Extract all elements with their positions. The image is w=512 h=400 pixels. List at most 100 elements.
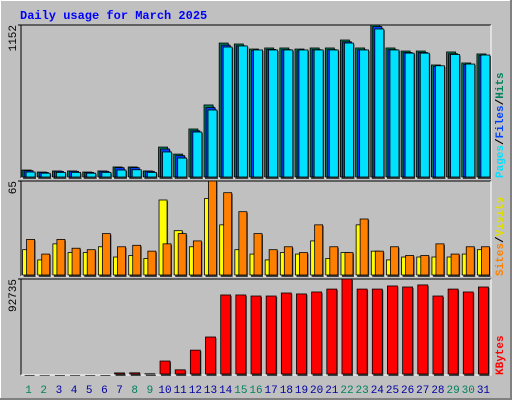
bar <box>101 172 112 178</box>
x-tick-label: 21 <box>325 385 339 397</box>
bar <box>222 46 233 178</box>
x-tick-label: 9 <box>147 385 154 397</box>
bar <box>344 252 354 276</box>
bar <box>329 246 339 276</box>
bar <box>326 288 338 375</box>
bar <box>162 243 172 276</box>
bar <box>356 288 368 375</box>
bar-shadow <box>70 375 81 376</box>
bar <box>132 244 142 276</box>
bar <box>56 172 66 178</box>
bar <box>419 52 430 178</box>
legend-entry: Hits <box>495 72 507 98</box>
bar <box>344 42 354 178</box>
bar <box>447 288 459 375</box>
x-tick-label: 15 <box>234 385 247 397</box>
bar <box>237 45 248 178</box>
x-tick-label: 30 <box>462 385 475 397</box>
bar <box>405 255 415 276</box>
bar-shadow <box>85 375 96 376</box>
x-tick-label: 26 <box>401 385 414 397</box>
x-tick-label: 19 <box>295 385 308 397</box>
x-tick-label: 12 <box>189 385 202 397</box>
bar <box>253 233 263 276</box>
bar <box>462 291 474 375</box>
bar <box>465 63 476 178</box>
bar-shadow <box>39 375 50 376</box>
x-tick-label: 11 <box>174 385 188 397</box>
bar <box>359 218 369 276</box>
legend-entry: Sites <box>495 243 507 276</box>
bar <box>41 253 51 276</box>
bar <box>238 211 248 276</box>
bar <box>147 250 157 276</box>
bar <box>390 246 399 276</box>
bar <box>311 291 323 375</box>
bar <box>56 239 66 276</box>
bar <box>116 169 127 178</box>
bar <box>40 172 51 178</box>
bar <box>435 65 445 178</box>
bar-shadow <box>54 375 65 376</box>
bar <box>71 247 81 276</box>
x-tick-label: 31 <box>477 385 491 397</box>
x-tick-label: 27 <box>416 385 429 397</box>
bar <box>235 294 247 375</box>
x-tick-label: 1 <box>25 385 32 397</box>
bar <box>417 284 429 375</box>
bar <box>298 49 309 178</box>
bar <box>26 239 35 276</box>
bar <box>374 28 385 178</box>
bar <box>435 243 445 276</box>
bar-shadow <box>24 375 35 376</box>
bar <box>283 49 294 178</box>
bar <box>86 172 97 178</box>
bar <box>205 336 216 375</box>
bar <box>283 246 293 276</box>
bar <box>86 249 96 276</box>
legend-entry: Pages <box>495 145 507 178</box>
legend: Sites/Visits <box>495 197 507 276</box>
bar-shadow <box>145 374 156 376</box>
bar <box>404 52 415 178</box>
bar <box>328 49 339 178</box>
bar <box>268 49 279 178</box>
bar <box>402 286 414 375</box>
bar <box>114 372 125 375</box>
bar <box>371 288 383 375</box>
bar <box>250 295 262 375</box>
x-tick-label: 8 <box>131 385 138 397</box>
bar <box>432 295 444 375</box>
bar <box>450 253 460 276</box>
bar <box>174 369 186 375</box>
bar <box>192 131 203 178</box>
x-tick-label: 24 <box>371 385 385 397</box>
bar <box>280 292 292 375</box>
bar-shadow <box>115 373 126 376</box>
bar <box>268 249 278 276</box>
legend: KBytes <box>495 335 507 375</box>
bar <box>207 109 218 178</box>
x-tick-label: 25 <box>386 385 399 397</box>
bar <box>387 285 398 375</box>
x-tick-label: 3 <box>56 385 63 397</box>
legend-separator: / <box>495 98 507 105</box>
bar <box>146 172 157 178</box>
bar <box>253 49 263 178</box>
x-tick-label: 18 <box>280 385 293 397</box>
bar <box>177 233 187 276</box>
bar <box>465 246 475 276</box>
bar <box>480 54 491 178</box>
x-tick-label: 6 <box>101 385 108 397</box>
bar-shadow <box>100 375 111 376</box>
legend-entry: Files <box>495 105 507 138</box>
bar <box>296 293 307 375</box>
bar <box>299 252 308 276</box>
x-tick-label: 16 <box>249 385 262 397</box>
bar <box>131 169 142 178</box>
x-tick-label: 14 <box>219 385 233 397</box>
bar <box>177 157 188 178</box>
bar <box>189 349 201 375</box>
x-tick-label: 7 <box>116 385 123 397</box>
